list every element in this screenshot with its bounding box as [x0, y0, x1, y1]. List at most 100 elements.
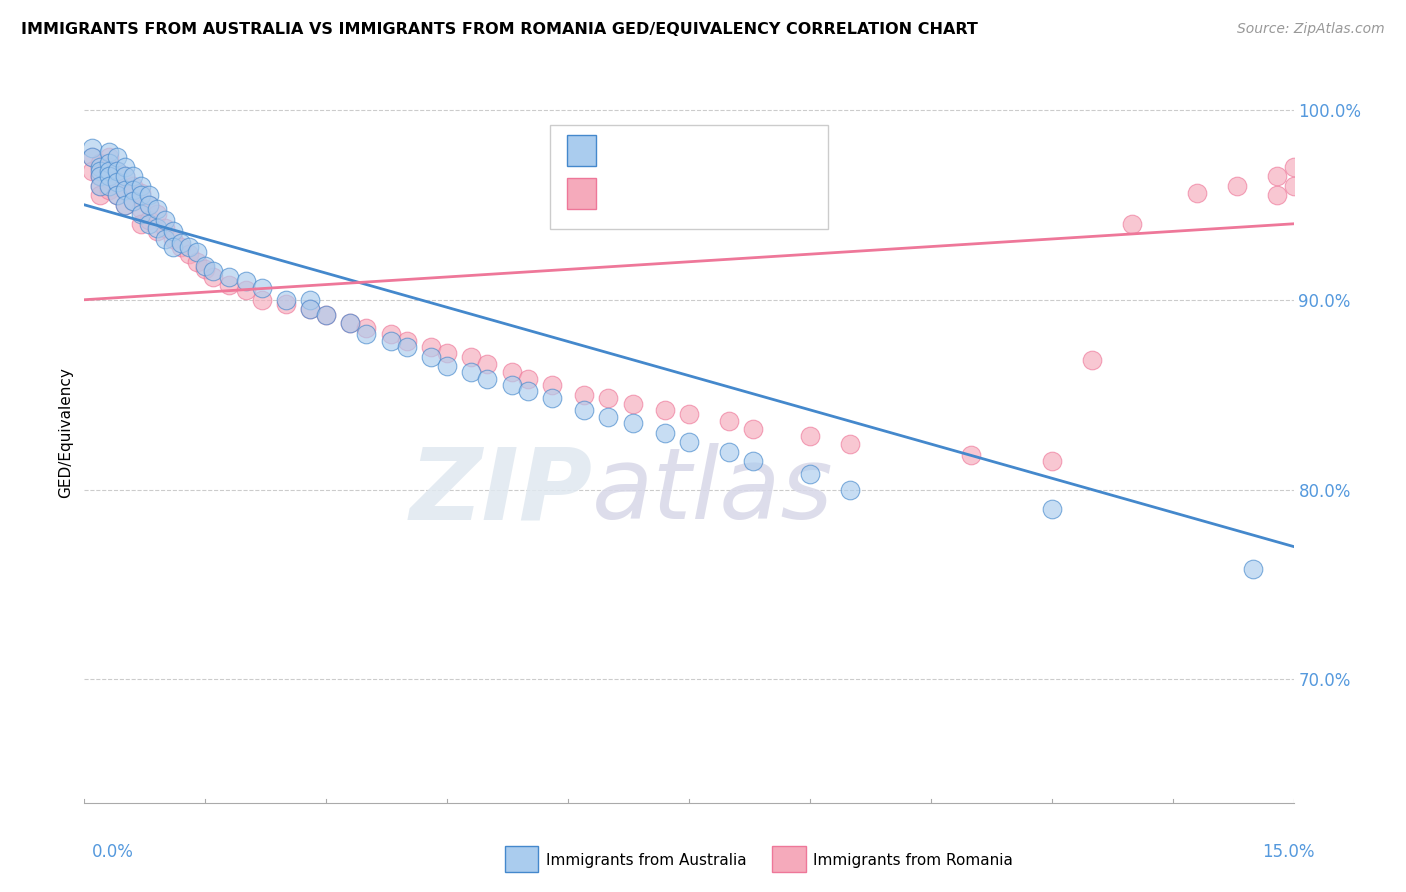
Point	[501, 378, 523, 392]
Point	[218, 277, 240, 292]
Point	[477, 372, 499, 386]
Point	[82, 150, 104, 164]
Point	[1282, 160, 1305, 174]
Point	[1040, 454, 1063, 468]
Point	[202, 269, 225, 284]
Point	[105, 163, 128, 178]
Point	[477, 357, 499, 371]
Point	[274, 296, 297, 310]
Point	[356, 321, 378, 335]
Point	[799, 429, 821, 443]
Point	[82, 141, 104, 155]
Point	[89, 188, 111, 202]
Point	[162, 232, 184, 246]
Point	[162, 239, 184, 253]
Point	[299, 293, 322, 307]
Point	[129, 178, 152, 193]
Point	[460, 350, 482, 364]
Point	[105, 163, 128, 178]
Point	[114, 169, 136, 184]
Point	[436, 359, 458, 374]
Point	[89, 169, 111, 184]
Point	[146, 207, 169, 221]
Point	[235, 283, 257, 297]
Point	[114, 198, 136, 212]
Point	[114, 160, 136, 174]
Point	[315, 308, 337, 322]
Point	[339, 316, 361, 330]
FancyBboxPatch shape	[567, 178, 596, 209]
Text: ZIP: ZIP	[409, 443, 592, 541]
Point	[105, 188, 128, 202]
Point	[138, 198, 160, 212]
Point	[97, 156, 120, 170]
Point	[356, 326, 378, 341]
FancyBboxPatch shape	[567, 136, 596, 167]
Point	[129, 217, 152, 231]
Point	[420, 340, 443, 354]
Point	[299, 302, 322, 317]
Point	[97, 145, 120, 159]
Point	[105, 188, 128, 202]
Text: Immigrants from Australia: Immigrants from Australia	[546, 854, 747, 868]
Point	[89, 163, 111, 178]
Point	[121, 194, 143, 208]
Point	[654, 402, 676, 417]
Point	[153, 213, 176, 227]
Point	[250, 293, 273, 307]
Point	[235, 274, 257, 288]
Point	[395, 334, 418, 349]
Text: Source: ZipAtlas.com: Source: ZipAtlas.com	[1237, 22, 1385, 37]
Point	[839, 437, 862, 451]
Point	[799, 467, 821, 482]
Point	[129, 207, 152, 221]
Point	[1081, 353, 1104, 368]
Point	[315, 308, 337, 322]
Point	[218, 269, 240, 284]
Point	[146, 220, 169, 235]
Text: Immigrants from Romania: Immigrants from Romania	[813, 854, 1012, 868]
Text: 15.0%: 15.0%	[1263, 843, 1315, 861]
Point	[105, 175, 128, 189]
Point	[274, 293, 297, 307]
Point	[170, 235, 193, 250]
Point	[742, 422, 765, 436]
Point	[395, 340, 418, 354]
Point	[179, 239, 201, 253]
Point	[97, 178, 120, 193]
Point	[380, 326, 402, 341]
Point	[186, 245, 208, 260]
Point	[179, 247, 201, 261]
Point	[194, 259, 217, 273]
Point	[162, 224, 184, 238]
Point	[598, 392, 620, 406]
Point	[1121, 217, 1143, 231]
Text: R = -0.457  N = 68: R = -0.457 N = 68	[605, 142, 776, 160]
Point	[839, 483, 862, 497]
Point	[105, 175, 128, 189]
Point	[153, 232, 176, 246]
Point	[114, 183, 136, 197]
Point	[114, 169, 136, 184]
Point	[678, 407, 700, 421]
Point	[541, 378, 564, 392]
Point	[121, 183, 143, 197]
Point	[82, 163, 104, 178]
Point	[186, 254, 208, 268]
Point	[1226, 178, 1249, 193]
Point	[250, 281, 273, 295]
Point	[202, 264, 225, 278]
Point	[170, 239, 193, 253]
Point	[97, 163, 120, 178]
Point	[1241, 562, 1264, 576]
Point	[718, 414, 741, 428]
Point	[89, 169, 111, 184]
Point	[138, 188, 160, 202]
Point	[436, 346, 458, 360]
Point	[121, 178, 143, 193]
Point	[129, 188, 152, 202]
Point	[718, 444, 741, 458]
Point	[194, 262, 217, 277]
Point	[105, 150, 128, 164]
Point	[1267, 188, 1289, 202]
